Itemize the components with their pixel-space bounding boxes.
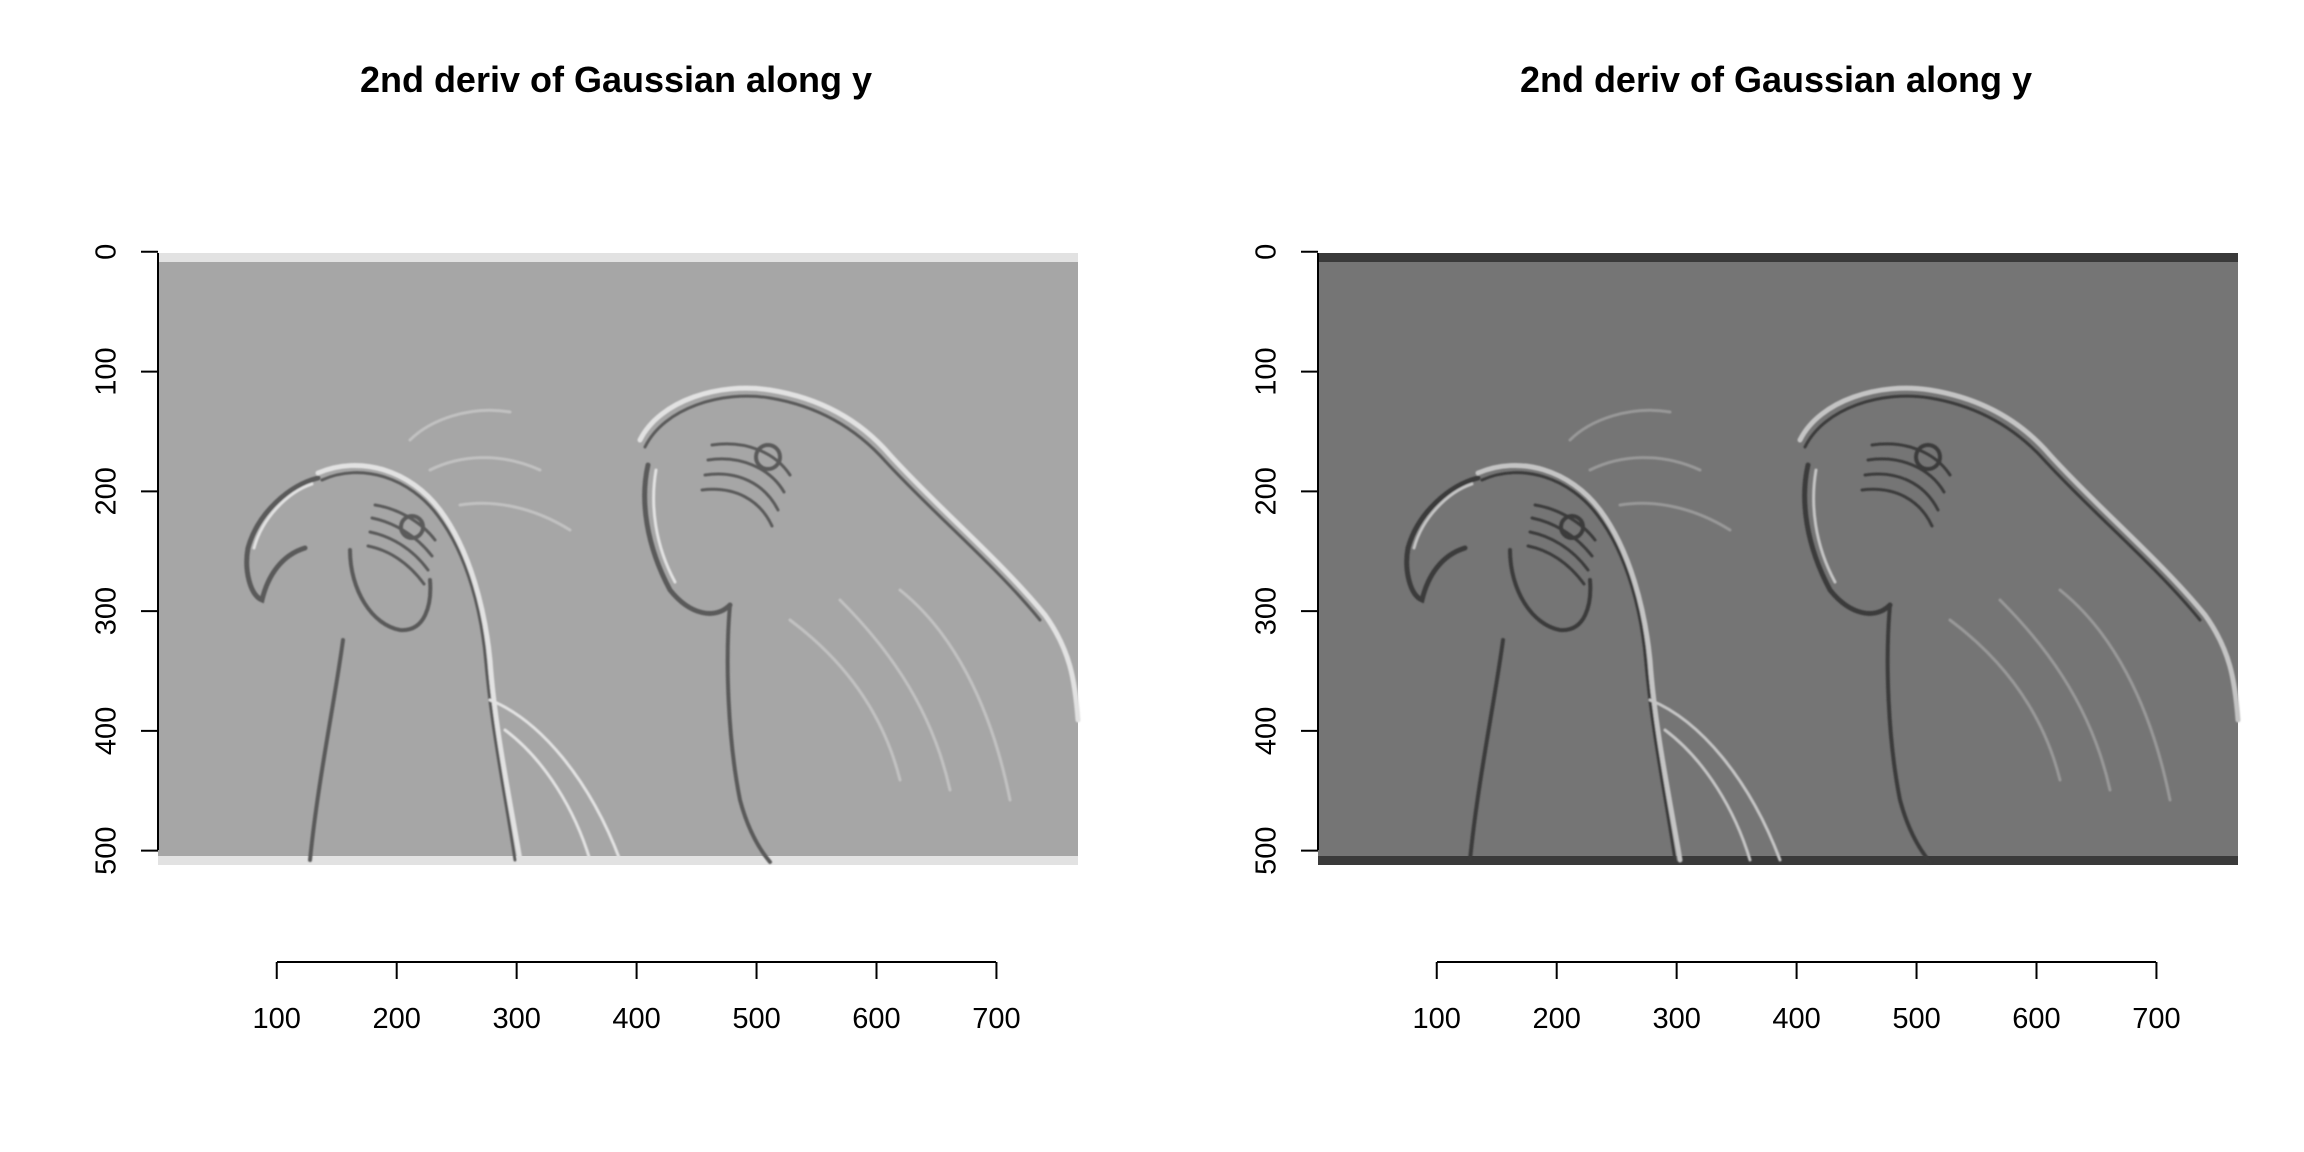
right-parrot1-crest <box>1568 408 1732 532</box>
right-y-tick-label: 200 <box>1251 467 1283 515</box>
left-parrot1-head-dark <box>320 471 517 862</box>
left-x-tick-label: 300 <box>492 1003 540 1035</box>
right-parrot1-beak-light <box>1412 482 1474 550</box>
left-x-ticks: 100 200 300 400 500 600 700 <box>253 962 1021 1035</box>
right-image-top-band <box>1318 253 2238 262</box>
left-plot-title: 2nd deriv of Gaussian along y <box>360 59 872 100</box>
left-y-tick-label: 500 <box>91 826 123 874</box>
right-parrot2-beak-light <box>1812 468 1837 584</box>
right-parrot2-beak <box>1802 462 1893 616</box>
left-y-tick-label: 200 <box>91 467 123 515</box>
left-parrot1-beak <box>244 475 321 604</box>
right-parrot1-wing <box>1648 698 1782 862</box>
left-image-background <box>158 253 1078 865</box>
left-parrot2-body <box>725 603 772 864</box>
left-parrot1-cheek <box>348 548 433 633</box>
right-parrot2-body <box>1885 603 1932 864</box>
left-parrot1-crest <box>408 408 572 532</box>
left-y-tick-label: 0 <box>91 244 123 260</box>
right-parrot2-head-light <box>1797 385 2241 723</box>
right-y-tick-label: 0 <box>1251 244 1283 260</box>
left-parrot2-head-dark <box>643 394 1042 622</box>
right-parrot2-feathers <box>1948 588 2172 802</box>
right-image-bottom-band <box>1318 856 2238 865</box>
left-image-top-band <box>158 253 1078 262</box>
left-parrot2-eye <box>754 443 782 471</box>
right-y-tick-label: 300 <box>1251 587 1283 635</box>
right-parrot1-head-light <box>1475 463 1683 863</box>
left-parrot1-neck <box>308 638 345 862</box>
right-parrot1-neck <box>1468 638 1505 862</box>
left-parrot1-eye <box>399 514 425 540</box>
left-x-axis: 100 200 300 400 500 600 700 <box>253 961 1021 1035</box>
right-x-tick-label: 600 <box>2012 1003 2060 1035</box>
right-x-tick-label: 400 <box>1772 1003 1820 1035</box>
left-x-tick-label: 600 <box>852 1003 900 1035</box>
right-image-background <box>1318 253 2238 865</box>
right-x-tick-label: 300 <box>1652 1003 1700 1035</box>
right-parrot2-head-dark <box>1803 394 2202 622</box>
left-parrot2-beak <box>642 462 733 616</box>
left-x-tick-label: 400 <box>612 1003 660 1035</box>
right-parrot1-cheek <box>1508 548 1593 633</box>
right-y-tick-label: 400 <box>1251 707 1283 755</box>
right-x-tick-label: 100 <box>1413 1003 1461 1035</box>
right-parrot1-beak <box>1404 475 1481 604</box>
right-x-tick-label: 200 <box>1533 1003 1581 1035</box>
left-x-tick-label: 100 <box>253 1003 301 1035</box>
right-y-tick-label: 100 <box>1251 347 1283 395</box>
left-x-tick-label: 500 <box>732 1003 780 1035</box>
right-x-ticks: 100 200 300 400 500 600 700 <box>1413 962 2181 1035</box>
right-y-tick-label: 500 <box>1251 826 1283 874</box>
left-x-tick-label: 200 <box>373 1003 421 1035</box>
right-parrot1-head-dark <box>1480 471 1677 862</box>
right-y-ticks: 0 100 200 300 400 500 <box>1251 244 1318 875</box>
left-y-axis: 0 100 200 300 400 500 <box>91 244 159 875</box>
left-parrot2-beak-light <box>652 468 677 584</box>
right-y-axis: 0 100 200 300 400 500 <box>1251 244 1319 875</box>
right-plot-title: 2nd deriv of Gaussian along y <box>1520 59 2032 100</box>
left-panel: 2nd deriv of Gaussian along y <box>91 59 1081 1035</box>
left-image-bottom-band <box>158 856 1078 865</box>
left-parrot2-feathers <box>788 588 1012 802</box>
left-y-ticks: 0 100 200 300 400 500 <box>91 244 158 875</box>
right-x-axis: 100 200 300 400 500 600 700 <box>1413 961 2181 1035</box>
left-parrot-outlines <box>244 385 1081 864</box>
right-parrot2-eye <box>1914 443 1942 471</box>
left-x-tick-label: 700 <box>972 1003 1020 1035</box>
right-panel: 2nd deriv of Gaussian along y <box>1251 59 2241 1035</box>
right-x-tick-label: 500 <box>1892 1003 1940 1035</box>
right-parrot1-eye <box>1559 514 1585 540</box>
left-parrot1-beak-light <box>252 482 314 550</box>
left-image-area <box>158 253 1081 865</box>
left-y-tick-label: 400 <box>91 707 123 755</box>
right-x-tick-label: 700 <box>2132 1003 2180 1035</box>
right-parrot-outlines <box>1404 385 2241 864</box>
right-image-area <box>1318 253 2241 865</box>
left-y-tick-label: 300 <box>91 587 123 635</box>
left-parrot1-head-light <box>315 463 523 863</box>
left-parrot2-head-light <box>637 385 1081 723</box>
left-parrot1-wing <box>488 698 622 862</box>
left-y-tick-label: 100 <box>91 347 123 395</box>
